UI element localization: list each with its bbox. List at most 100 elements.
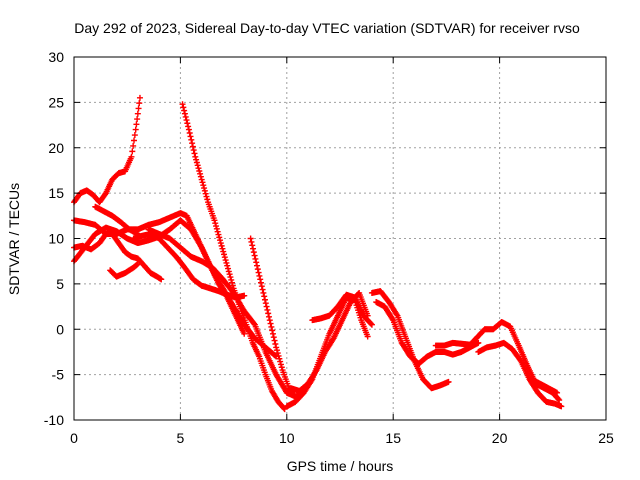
data-point: [252, 255, 259, 262]
data-point: [276, 355, 283, 362]
data-point: [202, 190, 209, 197]
data-point: [219, 245, 226, 252]
data-point: [217, 240, 224, 247]
data-point: [229, 279, 236, 286]
data-point: [181, 107, 188, 114]
data-point: [225, 265, 232, 272]
data-point: [215, 231, 222, 238]
data-point: [134, 116, 141, 123]
x-axis-label: GPS time / hours: [287, 458, 394, 474]
data-point: [255, 269, 262, 276]
data-point: [213, 223, 220, 230]
data-point: [192, 153, 199, 160]
data-point: [258, 283, 265, 290]
x-tick-label: 15: [385, 430, 401, 446]
data-point: [256, 272, 263, 279]
data-point: [556, 397, 563, 404]
data-point: [247, 235, 254, 242]
data-point: [204, 196, 211, 203]
data-point: [259, 286, 266, 293]
data-point: [186, 130, 193, 137]
series-arc-12: [288, 289, 371, 394]
data-point: [128, 153, 135, 160]
data-point: [272, 340, 279, 347]
y-tick-label: 15: [48, 185, 64, 201]
data-point: [274, 350, 281, 357]
data-point: [133, 121, 140, 128]
data-point: [203, 193, 210, 200]
data-point: [225, 268, 232, 275]
data-point: [250, 249, 257, 256]
data-point: [368, 321, 375, 328]
series-arc-14: [368, 288, 452, 392]
data-point: [195, 165, 202, 172]
data-point: [265, 313, 272, 320]
data-point: [217, 237, 224, 244]
data-point: [229, 282, 236, 289]
y-tick-label: 30: [48, 49, 64, 65]
y-tick-label: 0: [56, 321, 64, 337]
data-point: [220, 248, 227, 255]
data-point: [218, 242, 225, 249]
data-point: [269, 327, 276, 334]
chart-title: Day 292 of 2023, Sidereal Day-to-day VTE…: [74, 20, 580, 36]
data-point: [265, 310, 272, 317]
data-point: [179, 101, 186, 108]
data-point: [188, 136, 195, 143]
data-point: [182, 113, 189, 120]
y-tick-label: 5: [56, 276, 64, 292]
series-arc-6: [107, 260, 141, 280]
data-point: [201, 185, 208, 192]
data-point: [136, 100, 143, 107]
data-point: [198, 176, 205, 183]
y-axis-label: SDTVAR / TECUs: [6, 183, 22, 295]
data-point: [132, 126, 139, 133]
series-arc-7: [130, 230, 248, 301]
data-point: [187, 133, 194, 140]
data-point: [190, 147, 197, 154]
data-point: [199, 179, 206, 186]
data-point: [251, 320, 258, 327]
data-point: [368, 320, 375, 327]
data-point: [221, 254, 228, 261]
data-point: [263, 303, 270, 310]
data-point: [180, 104, 187, 111]
data-point: [241, 330, 248, 337]
data-point: [216, 234, 223, 241]
data-point: [251, 252, 258, 259]
data-point: [254, 266, 261, 273]
data-point: [275, 352, 282, 359]
data-point: [213, 225, 220, 232]
y-tick-label: 25: [48, 94, 64, 110]
data-point: [269, 330, 276, 337]
x-tick-label: 10: [279, 430, 295, 446]
data-point: [253, 259, 260, 266]
data-point: [261, 293, 268, 300]
data-point: [135, 105, 142, 112]
x-tick-label: 0: [70, 430, 78, 446]
data-point: [200, 182, 207, 189]
x-tick-label: 25: [598, 430, 614, 446]
data-point: [364, 333, 371, 340]
data-point: [262, 300, 269, 307]
data-point: [221, 251, 228, 258]
data-point: [277, 358, 284, 365]
data-point: [241, 292, 248, 299]
data-point: [257, 276, 264, 283]
y-tick-label: 10: [48, 231, 64, 247]
series-arc-16: [432, 339, 473, 349]
data-point: [228, 276, 235, 283]
data-point: [197, 173, 204, 180]
data-point: [260, 289, 267, 296]
data-point: [555, 396, 562, 403]
data-point: [223, 259, 230, 266]
data-point: [267, 320, 274, 327]
data-point: [194, 162, 201, 169]
data-point: [278, 364, 285, 371]
data-point: [193, 159, 200, 166]
data-point: [277, 361, 284, 368]
data-point: [211, 217, 218, 224]
data-point: [250, 245, 257, 252]
grid-lines: [74, 57, 606, 420]
